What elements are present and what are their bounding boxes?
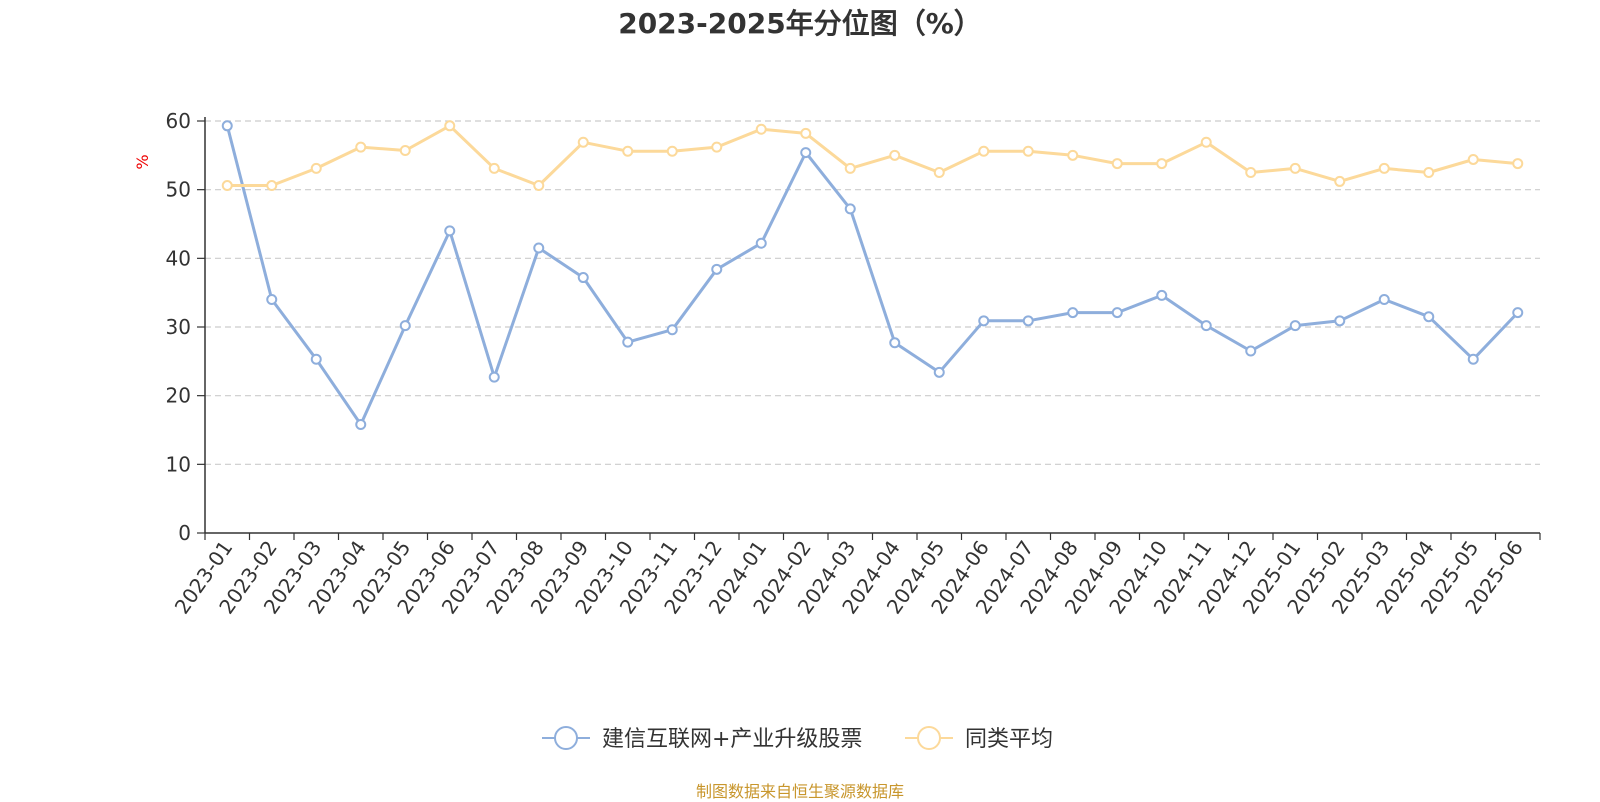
data-point bbox=[1156, 289, 1168, 301]
data-point bbox=[533, 242, 545, 254]
data-point bbox=[444, 225, 456, 237]
data-point bbox=[533, 180, 545, 192]
data-point bbox=[1423, 311, 1435, 323]
data-point bbox=[1378, 162, 1390, 174]
data-point bbox=[889, 337, 901, 349]
data-point bbox=[933, 366, 945, 378]
data-point bbox=[310, 353, 322, 365]
data-point bbox=[844, 162, 856, 174]
data-point bbox=[355, 419, 367, 431]
data-point bbox=[1289, 162, 1301, 174]
data-point bbox=[1512, 307, 1524, 319]
y-tick-label: 40 bbox=[166, 246, 191, 270]
y-tick-label: 50 bbox=[166, 178, 191, 202]
y-tick-label: 30 bbox=[166, 315, 191, 339]
data-point bbox=[1111, 158, 1123, 170]
series-line bbox=[225, 125, 1519, 426]
legend-marker bbox=[917, 726, 941, 750]
data-point bbox=[399, 145, 411, 157]
data-point bbox=[1200, 320, 1212, 332]
data-point bbox=[933, 167, 945, 178]
y-tick-label: 10 bbox=[166, 452, 191, 476]
data-point bbox=[1156, 158, 1168, 170]
data-point bbox=[444, 120, 456, 132]
data-point bbox=[800, 127, 812, 139]
data-point bbox=[399, 320, 411, 332]
data-point bbox=[1423, 167, 1435, 178]
legend-label: 同类平均 bbox=[965, 727, 1053, 752]
data-point bbox=[622, 145, 634, 157]
legend-label: 建信互联网+产业升级股票 bbox=[602, 727, 862, 752]
data-point bbox=[1245, 345, 1257, 357]
chart-title: 2023-2025年分位图（%） bbox=[618, 7, 982, 40]
data-point bbox=[1512, 158, 1524, 170]
y-axis-label: % bbox=[133, 154, 152, 169]
data-point bbox=[1200, 136, 1212, 148]
data-point bbox=[711, 263, 723, 275]
y-tick-label: 60 bbox=[166, 109, 191, 133]
data-point bbox=[1467, 353, 1479, 365]
data-point bbox=[355, 141, 367, 153]
data-point bbox=[1245, 167, 1257, 178]
data-point bbox=[1022, 145, 1034, 157]
data-point bbox=[1467, 153, 1479, 165]
data-point bbox=[622, 336, 634, 348]
data-point bbox=[978, 145, 990, 157]
data-point bbox=[488, 162, 500, 174]
data-point bbox=[1067, 149, 1079, 161]
data-point bbox=[711, 141, 723, 153]
legend-marker bbox=[554, 726, 578, 750]
data-point bbox=[1111, 307, 1123, 319]
y-tick-label: 20 bbox=[166, 384, 191, 408]
data-source-note: 制图数据来自恒生聚源数据库 bbox=[695, 782, 904, 801]
data-point bbox=[221, 120, 233, 132]
data-point bbox=[889, 149, 901, 161]
series-line bbox=[227, 124, 1518, 187]
data-point bbox=[266, 180, 278, 192]
data-point bbox=[577, 272, 589, 284]
data-point bbox=[1334, 315, 1346, 327]
data-point bbox=[310, 162, 322, 174]
data-point bbox=[266, 294, 278, 306]
data-point bbox=[577, 136, 589, 148]
data-point bbox=[1289, 320, 1301, 332]
data-point bbox=[1022, 315, 1034, 327]
data-point bbox=[1067, 307, 1079, 319]
data-point bbox=[978, 315, 990, 327]
data-point bbox=[755, 237, 767, 249]
data-point bbox=[666, 324, 678, 336]
data-point bbox=[666, 145, 678, 157]
y-tick-label: 0 bbox=[178, 521, 191, 545]
line-chart: 0102030405060%2023-012023-022023-032023-… bbox=[133, 109, 1541, 752]
data-point bbox=[755, 123, 767, 135]
data-point bbox=[221, 180, 233, 192]
data-point bbox=[1334, 175, 1346, 187]
data-point bbox=[1378, 294, 1390, 306]
data-point bbox=[844, 203, 856, 215]
data-point bbox=[800, 147, 812, 159]
data-point bbox=[488, 371, 500, 383]
